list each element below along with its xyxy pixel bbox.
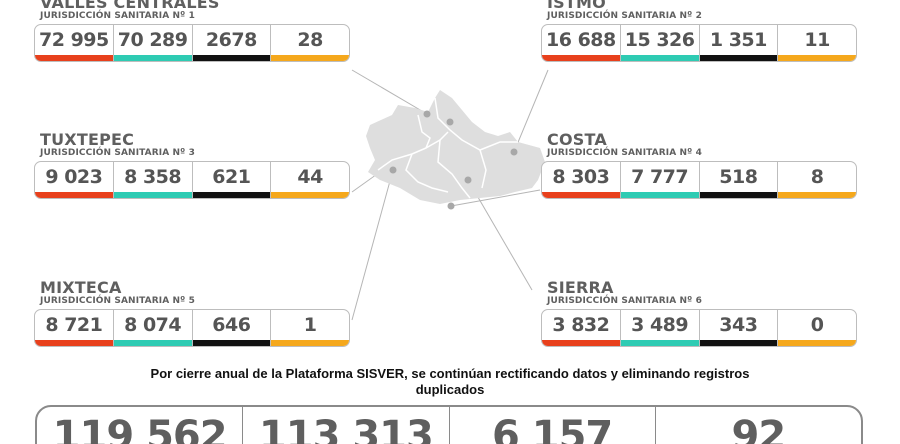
total-cases: 119 562 [37, 407, 244, 444]
region-jurisdiction: JURISDICCIÓN SANITARIA Nº 2 [547, 11, 702, 21]
stats-card: 9 023 8 358 621 44 [34, 161, 350, 199]
total-deaths: 6 157 [450, 407, 656, 444]
region-mixteca: MIXTECA JURISDICCIÓN SANITARIA Nº 5 8 72… [34, 280, 350, 347]
stat-active: 28 [271, 25, 349, 61]
stat-active: 8 [778, 162, 856, 198]
stat-total: 72 995 [35, 25, 114, 61]
stat-total: 8 721 [35, 310, 114, 346]
stats-card: 72 995 70 289 2678 28 [34, 24, 350, 62]
region-jurisdiction: JURISDICCIÓN SANITARIA Nº 1 [40, 11, 195, 21]
stat-deaths: 1 351 [699, 25, 779, 61]
stat-active: 1 [271, 310, 349, 346]
region-valles-centrales: VALLES CENTRALES JURISDICCIÓN SANITARIA … [34, 0, 350, 62]
stat-total: 16 688 [542, 25, 621, 61]
region-name: MIXTECA [40, 278, 122, 297]
region-istmo: ISTMO JURISDICCIÓN SANITARIA Nº 2 16 688… [541, 0, 857, 62]
stat-total: 9 023 [35, 162, 114, 198]
stat-deaths: 343 [699, 310, 779, 346]
stat-recovered: 70 289 [113, 25, 193, 61]
stat-deaths: 621 [192, 162, 272, 198]
region-jurisdiction: JURISDICCIÓN SANITARIA Nº 4 [547, 148, 702, 158]
stat-active: 0 [778, 310, 856, 346]
stats-card: 8 303 7 777 518 8 [541, 161, 857, 199]
stat-active: 44 [271, 162, 349, 198]
stat-recovered: 8 358 [113, 162, 193, 198]
stat-recovered: 7 777 [620, 162, 700, 198]
stats-card: 16 688 15 326 1 351 11 [541, 24, 857, 62]
stat-recovered: 15 326 [620, 25, 700, 61]
region-name: SIERRA [547, 278, 614, 297]
stat-deaths: 646 [192, 310, 272, 346]
region-name: COSTA [547, 130, 607, 149]
stat-total: 3 832 [542, 310, 621, 346]
region-tuxtepec: TUXTEPEC JURISDICCIÓN SANITARIA Nº 3 9 0… [34, 132, 350, 199]
region-jurisdiction: JURISDICCIÓN SANITARIA Nº 3 [40, 148, 195, 158]
totals-card: 119 562 113 313 6 157 92 [35, 405, 863, 444]
region-jurisdiction: JURISDICCIÓN SANITARIA Nº 5 [40, 296, 195, 306]
stats-card: 8 721 8 074 646 1 [34, 309, 350, 347]
stat-active: 11 [778, 25, 856, 61]
region-costa: COSTA JURISDICCIÓN SANITARIA Nº 4 8 303 … [541, 132, 857, 199]
stat-deaths: 518 [699, 162, 779, 198]
region-name: VALLES CENTRALES [40, 0, 220, 12]
stat-total: 8 303 [542, 162, 621, 198]
total-active: 92 [731, 413, 787, 444]
sisver-note: Por cierre anual de la Plataforma SISVER… [150, 366, 750, 397]
stat-deaths: 2678 [192, 25, 272, 61]
region-name: TUXTEPEC [40, 130, 135, 149]
region-name: ISTMO [547, 0, 606, 12]
oaxaca-map [366, 90, 545, 210]
region-sierra: SIERRA JURISDICCIÓN SANITARIA Nº 6 3 832… [541, 280, 857, 347]
stat-recovered: 8 074 [113, 310, 193, 346]
stats-card: 3 832 3 489 343 0 [541, 309, 857, 347]
region-jurisdiction: JURISDICCIÓN SANITARIA Nº 6 [547, 296, 702, 306]
stat-recovered: 3 489 [620, 310, 700, 346]
total-recovered: 113 313 [243, 407, 450, 444]
